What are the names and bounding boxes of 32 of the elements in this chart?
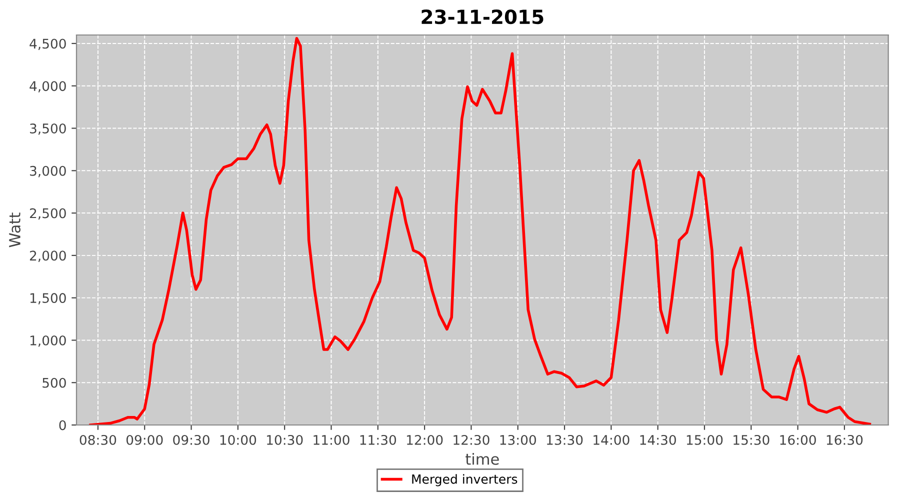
- legend-label: Merged inverters: [412, 474, 518, 486]
- y-tick-label: 2,500: [30, 208, 66, 220]
- x-tick-label: 09:30: [173, 434, 210, 445]
- y-tick-label: 3,000: [30, 166, 66, 178]
- x-tick-label: 14:00: [594, 434, 630, 445]
- y-tick-label: 1,000: [30, 335, 66, 347]
- y-tick-label: 3,500: [30, 123, 66, 135]
- y-tick-label: 4,000: [30, 81, 66, 92]
- x-tick-label: 10:00: [220, 434, 256, 445]
- x-tick-label: 16:30: [826, 434, 863, 445]
- x-tick-label: 08:30: [80, 434, 116, 445]
- x-tick-label: 13:00: [500, 434, 536, 445]
- x-tick-label: 15:30: [734, 434, 770, 445]
- x-tick-label: 10:30: [267, 434, 303, 445]
- line-series: [89, 37, 872, 425]
- x-tick-label: 11:30: [360, 434, 396, 445]
- x-axis-title: time: [466, 453, 499, 465]
- y-tick-label: 2,000: [30, 250, 66, 262]
- y-tick-label: 500: [42, 378, 66, 388]
- y-tick-label: 0: [59, 420, 66, 430]
- y-tick-label: 4,500: [30, 38, 66, 50]
- y-axis-title: Watt: [9, 212, 20, 248]
- chart-title: 23-11-2015: [422, 9, 544, 24]
- x-tick-label: 14:30: [640, 434, 676, 445]
- x-tick-label: 16:00: [780, 434, 816, 445]
- x-tick-label: 13:30: [546, 434, 583, 445]
- x-tick-label: 09:00: [126, 434, 163, 445]
- x-tick-label: 12:00: [406, 434, 443, 445]
- x-tick-label: 12:30: [454, 434, 490, 445]
- x-tick-label: 11:00: [314, 434, 350, 445]
- x-tick-label: 15:00: [686, 434, 723, 445]
- y-tick-label: 1,500: [30, 293, 66, 304]
